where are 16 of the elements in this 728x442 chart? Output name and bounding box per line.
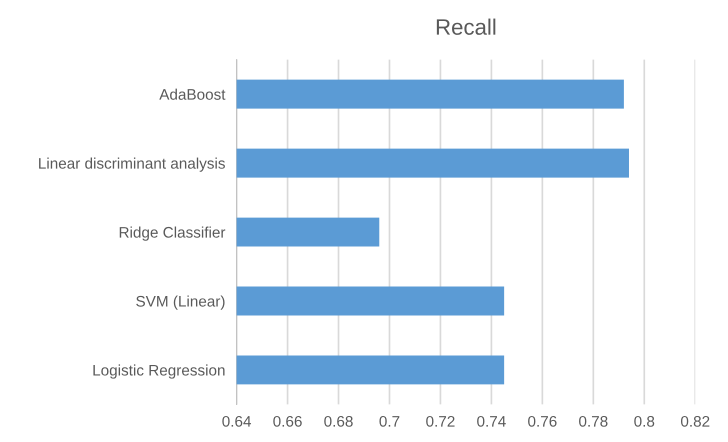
- x-tick-label: 0.66: [273, 416, 302, 427]
- x-tick-label: 0.74: [477, 416, 506, 427]
- chart-title: Recall: [436, 18, 496, 35]
- x-tick-label: 0.72: [426, 416, 455, 427]
- x-tick-label: 0.78: [579, 416, 608, 427]
- x-tick-label: 0.8: [634, 416, 654, 427]
- x-tick-label: 0.64: [222, 416, 252, 427]
- x-tick-label: 0.68: [324, 416, 353, 427]
- y-tick-label: Ridge Classifier: [120, 226, 226, 241]
- x-tick-label: 0.82: [680, 416, 710, 427]
- x-tick-label: 0.7: [379, 416, 400, 427]
- x-tick-label: 0.76: [528, 416, 557, 427]
- y-tick-label: SVM (Linear): [136, 295, 225, 310]
- y-tick-label: Logistic Regression: [93, 364, 225, 379]
- y-tick-label: AdaBoost: [159, 88, 226, 100]
- y-tick-label: Linear discriminant analysis: [39, 158, 225, 172]
